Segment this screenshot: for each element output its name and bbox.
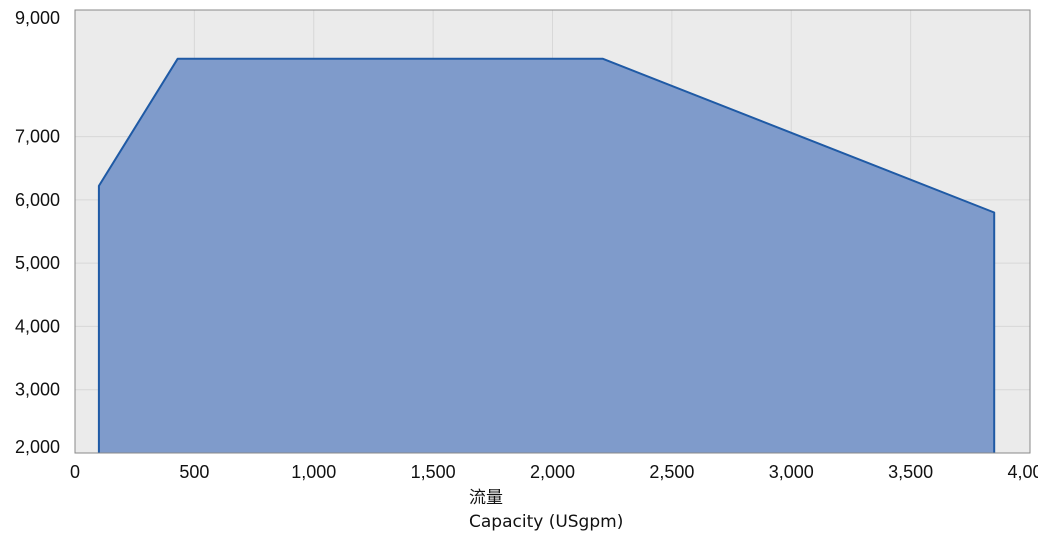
x-tick-label: 1,000 bbox=[291, 462, 336, 482]
y-tick-label: 4,000 bbox=[15, 316, 60, 336]
x-axis-title-chinese: 流量 bbox=[469, 488, 503, 508]
x-axis-ticks: 0 500 1,000 1,500 2,000 2,500 3,000 3,500 4,000 bbox=[70, 462, 1038, 482]
y-tick-label: 5,000 bbox=[15, 253, 60, 273]
operating-range-outline bbox=[97, 57, 996, 453]
x-tick-label: 2,000 bbox=[530, 462, 575, 482]
x-tick-label: 2,500 bbox=[649, 462, 694, 482]
operating-range-area bbox=[98, 58, 995, 453]
x-tick-label: 4,000 bbox=[1007, 462, 1038, 482]
y-axis-ticks: 2,000 3,000 4,000 5,000 6,000 7,000 9,000 bbox=[15, 8, 60, 457]
series-layer bbox=[97, 57, 996, 453]
x-tick-label: 1,500 bbox=[411, 462, 456, 482]
x-tick-label: 0 bbox=[70, 462, 80, 482]
x-tick-label: 3,000 bbox=[769, 462, 814, 482]
x-axis-title: Capacity (USgpm) bbox=[469, 512, 623, 532]
y-tick-label: 9,000 bbox=[15, 8, 60, 28]
y-tick-label: 6,000 bbox=[15, 190, 60, 210]
y-tick-label: 3,000 bbox=[15, 380, 60, 400]
plot-frame bbox=[74, 9, 1031, 454]
y-tick-label: 7,000 bbox=[15, 127, 60, 147]
y-tick-label: 2,000 bbox=[15, 437, 60, 457]
x-tick-label: 500 bbox=[179, 462, 209, 482]
x-tick-label: 3,500 bbox=[888, 462, 933, 482]
